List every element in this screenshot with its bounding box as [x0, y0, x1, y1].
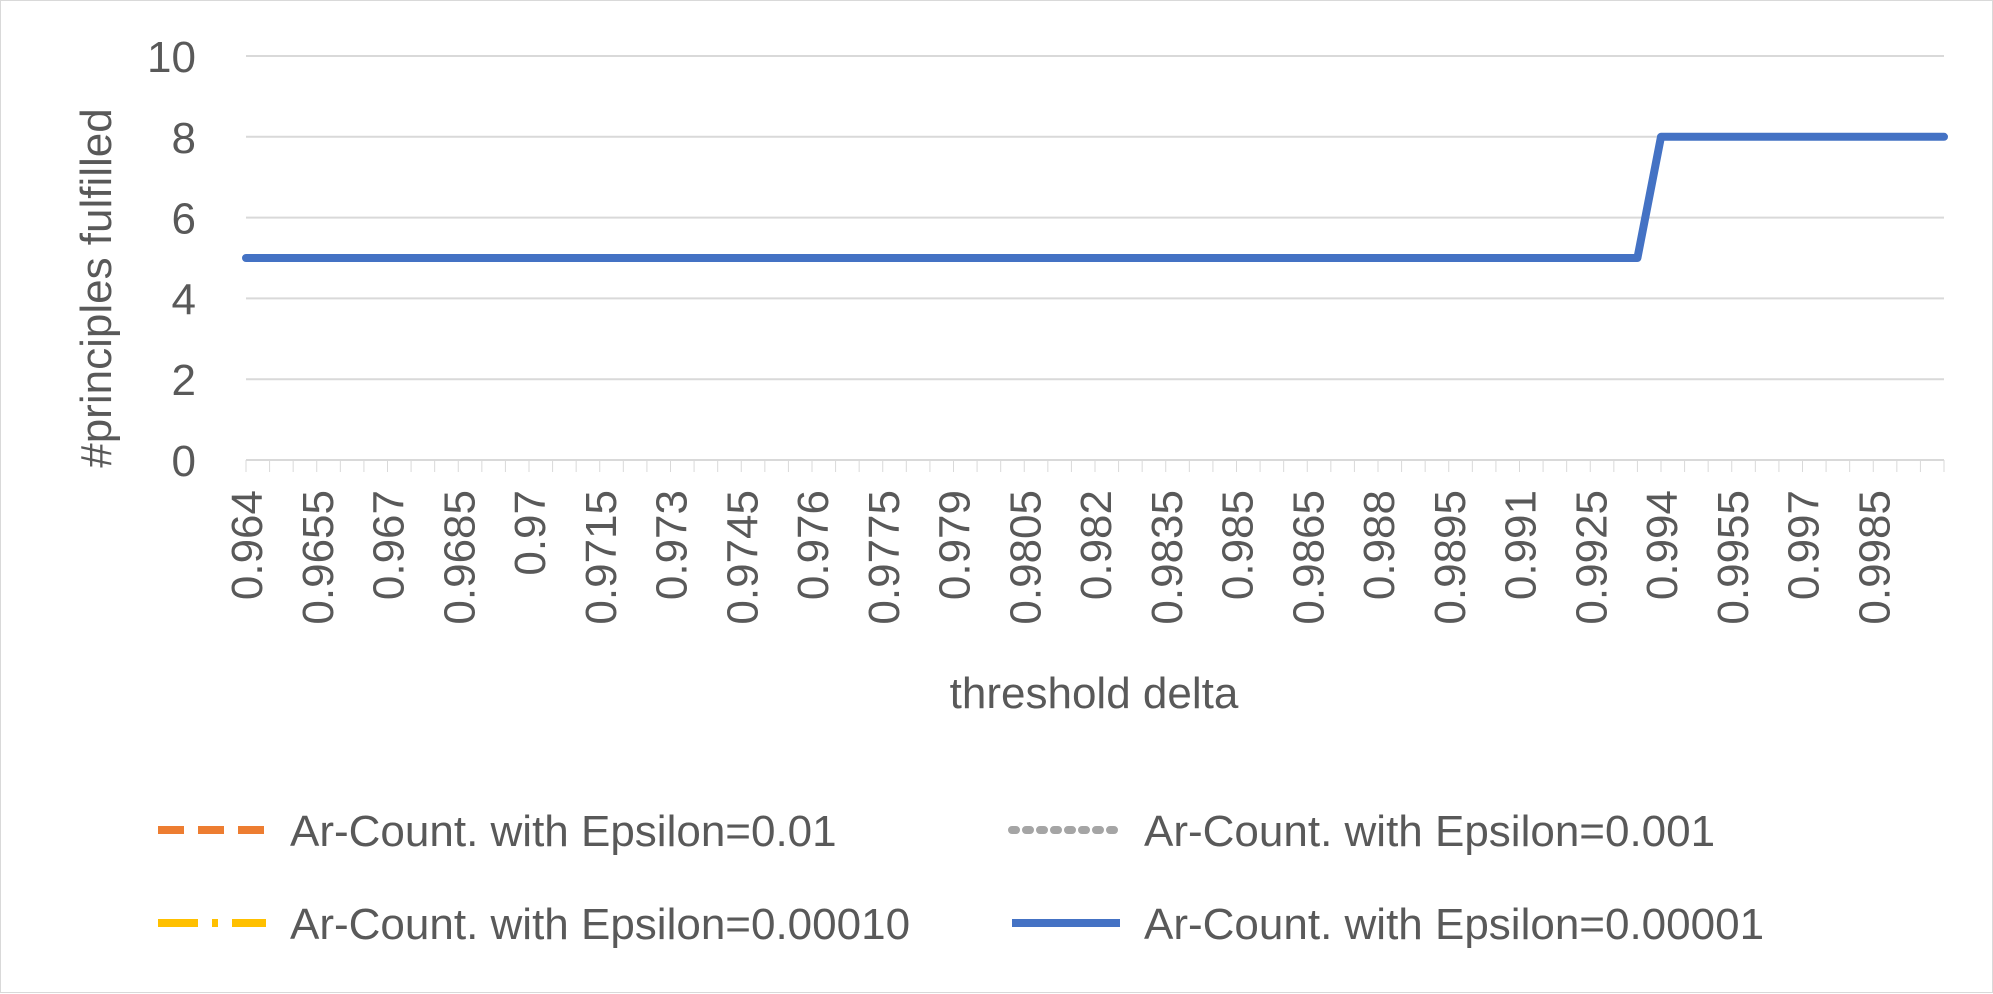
x-tick-label: 0.9775 [860, 490, 909, 625]
x-tick-label: 0.979 [931, 490, 980, 600]
x-axis [245, 459, 1945, 472]
series-lines [242, 132, 1948, 262]
y-tick-label: 6 [172, 195, 196, 244]
x-tick-label: 0.9685 [435, 490, 484, 625]
x-tick-label: 0.973 [648, 490, 697, 600]
x-tick-label: 0.964 [223, 490, 272, 600]
x-tick-label: 0.991 [1497, 490, 1546, 600]
x-tick-label: 0.9955 [1709, 490, 1758, 625]
y-axis-ticks: 0 2 4 6 8 10 [147, 33, 196, 486]
legend-label-0: Ar-Count. with Epsilon=0.01 [290, 807, 837, 856]
x-tick-label: 0.988 [1355, 490, 1404, 600]
x-tick-label: 0.9655 [294, 490, 343, 625]
legend-label-2: Ar-Count. with Epsilon=0.00010 [290, 900, 910, 949]
y-tick-label: 8 [172, 114, 196, 163]
series-line-3 [242, 132, 1948, 262]
x-tick-label: 0.9715 [577, 490, 626, 625]
x-tick-label: 0.985 [1214, 490, 1263, 600]
x-tick-label: 0.9745 [718, 490, 767, 625]
legend-label-3: Ar-Count. with Epsilon=0.00001 [1144, 900, 1764, 949]
grid-lines [246, 55, 1944, 381]
x-axis-title: threshold delta [950, 669, 1239, 718]
x-tick-label: 0.9985 [1850, 490, 1899, 625]
x-tick-label: 0.9895 [1426, 490, 1475, 625]
x-tick-label: 0.976 [789, 490, 838, 600]
x-tick-label: 0.982 [1072, 490, 1121, 600]
y-tick-label: 0 [172, 437, 196, 486]
x-tick-label: 0.997 [1780, 490, 1829, 600]
x-tick-label: 0.994 [1638, 490, 1687, 600]
x-axis-ticks: 0.964 0.9655 0.967 0.9685 0.97 0.9715 0.973 0.9… [223, 490, 1899, 625]
x-tick-label: 0.967 [365, 490, 414, 600]
legend: Ar-Count. with Epsilon=0.01 Ar-Count. wit… [158, 807, 1764, 949]
y-tick-label: 2 [172, 356, 196, 405]
x-tick-label: 0.9925 [1567, 490, 1616, 625]
y-tick-label: 10 [147, 33, 196, 82]
legend-label-1: Ar-Count. with Epsilon=0.001 [1144, 807, 1715, 856]
y-tick-label: 4 [172, 275, 196, 324]
x-tick-label: 0.9805 [1001, 490, 1050, 625]
x-tick-label: 0.9865 [1284, 490, 1333, 625]
x-tick-label: 0.97 [506, 490, 555, 576]
x-tick-label: 0.9835 [1143, 490, 1192, 625]
y-axis-title: #principles fulfilled [72, 108, 121, 468]
